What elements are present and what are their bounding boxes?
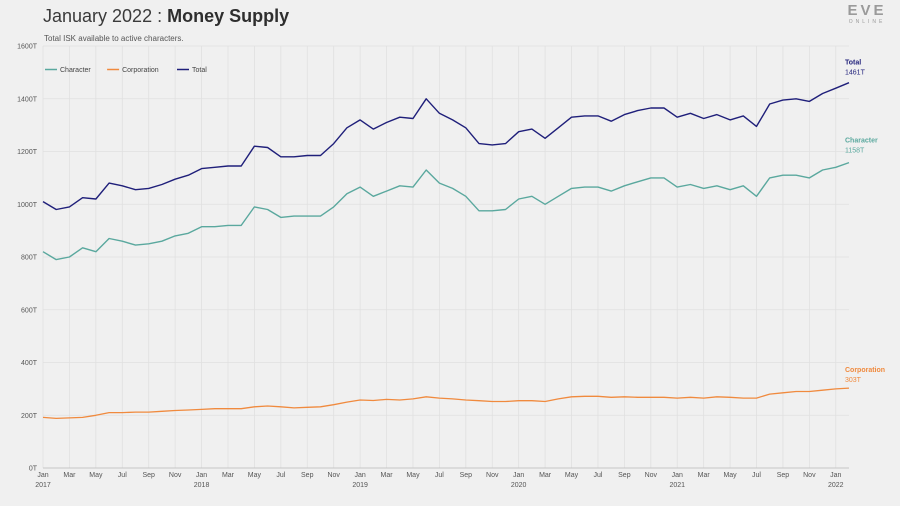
x-tick-label: May — [565, 472, 579, 479]
y-tick-label: 600T — [21, 307, 38, 314]
x-tick-label: Jan — [37, 472, 48, 479]
x-year-label: 2018 — [194, 482, 210, 489]
chart-title: January 2022 : Money Supply — [43, 6, 289, 27]
y-tick-label: 800T — [21, 255, 38, 262]
logo-online-text: ONLINE — [848, 19, 886, 25]
x-tick-label: May — [89, 472, 103, 479]
x-tick-label: Mar — [63, 472, 76, 479]
y-tick-label: 1200T — [17, 149, 38, 156]
logo-eve-text: EVE — [847, 2, 887, 19]
x-tick-label: Sep — [301, 472, 314, 479]
x-year-label: 2020 — [511, 482, 527, 489]
eve-online-logo: EVE ONLINE — [840, 2, 894, 26]
x-year-label: 2022 — [828, 482, 844, 489]
y-tick-label: 200T — [21, 413, 38, 420]
end-label-value-total: 1461T — [845, 70, 866, 77]
y-tick-label: 1400T — [17, 96, 38, 103]
x-tick-label: Sep — [777, 472, 790, 479]
chart-subtitle: Total ISK available to active characters… — [44, 34, 184, 43]
x-tick-label: Jul — [276, 472, 285, 479]
x-tick-label: Jan — [672, 472, 683, 479]
x-tick-label: Jul — [435, 472, 444, 479]
title-main: Money Supply — [167, 6, 290, 26]
y-axis: 0T 200T 400T 600T 800T 1000T 1200T 1400T 1600T — [17, 44, 38, 473]
series-lines — [42, 82, 850, 420]
x-tick-label: Jul — [593, 472, 602, 479]
grid-lines — [42, 45, 849, 469]
legend-label-total: Total — [192, 67, 207, 74]
end-label-name-total: Total — [845, 60, 861, 67]
series-line-corporation — [42, 387, 850, 420]
x-tick-label: Nov — [486, 472, 499, 479]
series-line-total — [42, 82, 850, 211]
x-tick-label: Mar — [222, 472, 235, 479]
x-tick-label: Sep — [142, 472, 155, 479]
series-line-character — [42, 161, 850, 261]
x-tick-label: Jul — [752, 472, 761, 479]
x-tick-label: Sep — [618, 472, 631, 479]
end-label-value-corporation: 303T — [845, 377, 862, 384]
x-tick-label: Nov — [803, 472, 816, 479]
x-year-label: 2019 — [352, 482, 368, 489]
x-tick-label: Nov — [327, 472, 340, 479]
legend-label-character: Character — [60, 67, 91, 74]
end-label-name-character: Character — [845, 138, 878, 145]
legend: Character Corporation Total — [45, 67, 207, 74]
x-tick-label: May — [723, 472, 737, 479]
x-tick-label: Mar — [539, 472, 552, 479]
y-tick-label: 400T — [21, 360, 38, 367]
x-tick-label: Sep — [460, 472, 473, 479]
x-tick-label: Jul — [118, 472, 127, 479]
x-tick-label: Mar — [698, 472, 711, 479]
x-axis: Jan Mar May Jul Sep Nov Jan Mar May Jul Sep Nov Jan M… — [35, 467, 849, 489]
y-tick-label: 0T — [29, 466, 38, 473]
x-tick-label: May — [248, 472, 262, 479]
legend-label-corporation: Corporation — [122, 67, 159, 74]
end-label-name-corporation: Corporation — [845, 367, 885, 374]
title-separator: : — [152, 6, 168, 26]
end-labels: Character 1158T Corporation 303T Total 1461T — [845, 60, 885, 384]
x-tick-label: Jan — [513, 472, 524, 479]
title-month: January 2022 — [43, 6, 153, 26]
x-tick-label: Jan — [196, 472, 207, 479]
x-year-label: 2017 — [35, 482, 51, 489]
x-tick-label: Nov — [169, 472, 182, 479]
x-tick-label: Jan — [354, 472, 365, 479]
y-tick-label: 1600T — [17, 44, 38, 51]
x-tick-label: Mar — [381, 472, 394, 479]
end-label-value-character: 1158T — [845, 148, 865, 155]
x-tick-label: May — [406, 472, 420, 479]
y-tick-label: 1000T — [17, 202, 38, 209]
x-tick-label: Nov — [645, 472, 658, 479]
x-year-label: 2021 — [669, 482, 685, 489]
x-tick-label: Jan — [830, 472, 841, 479]
